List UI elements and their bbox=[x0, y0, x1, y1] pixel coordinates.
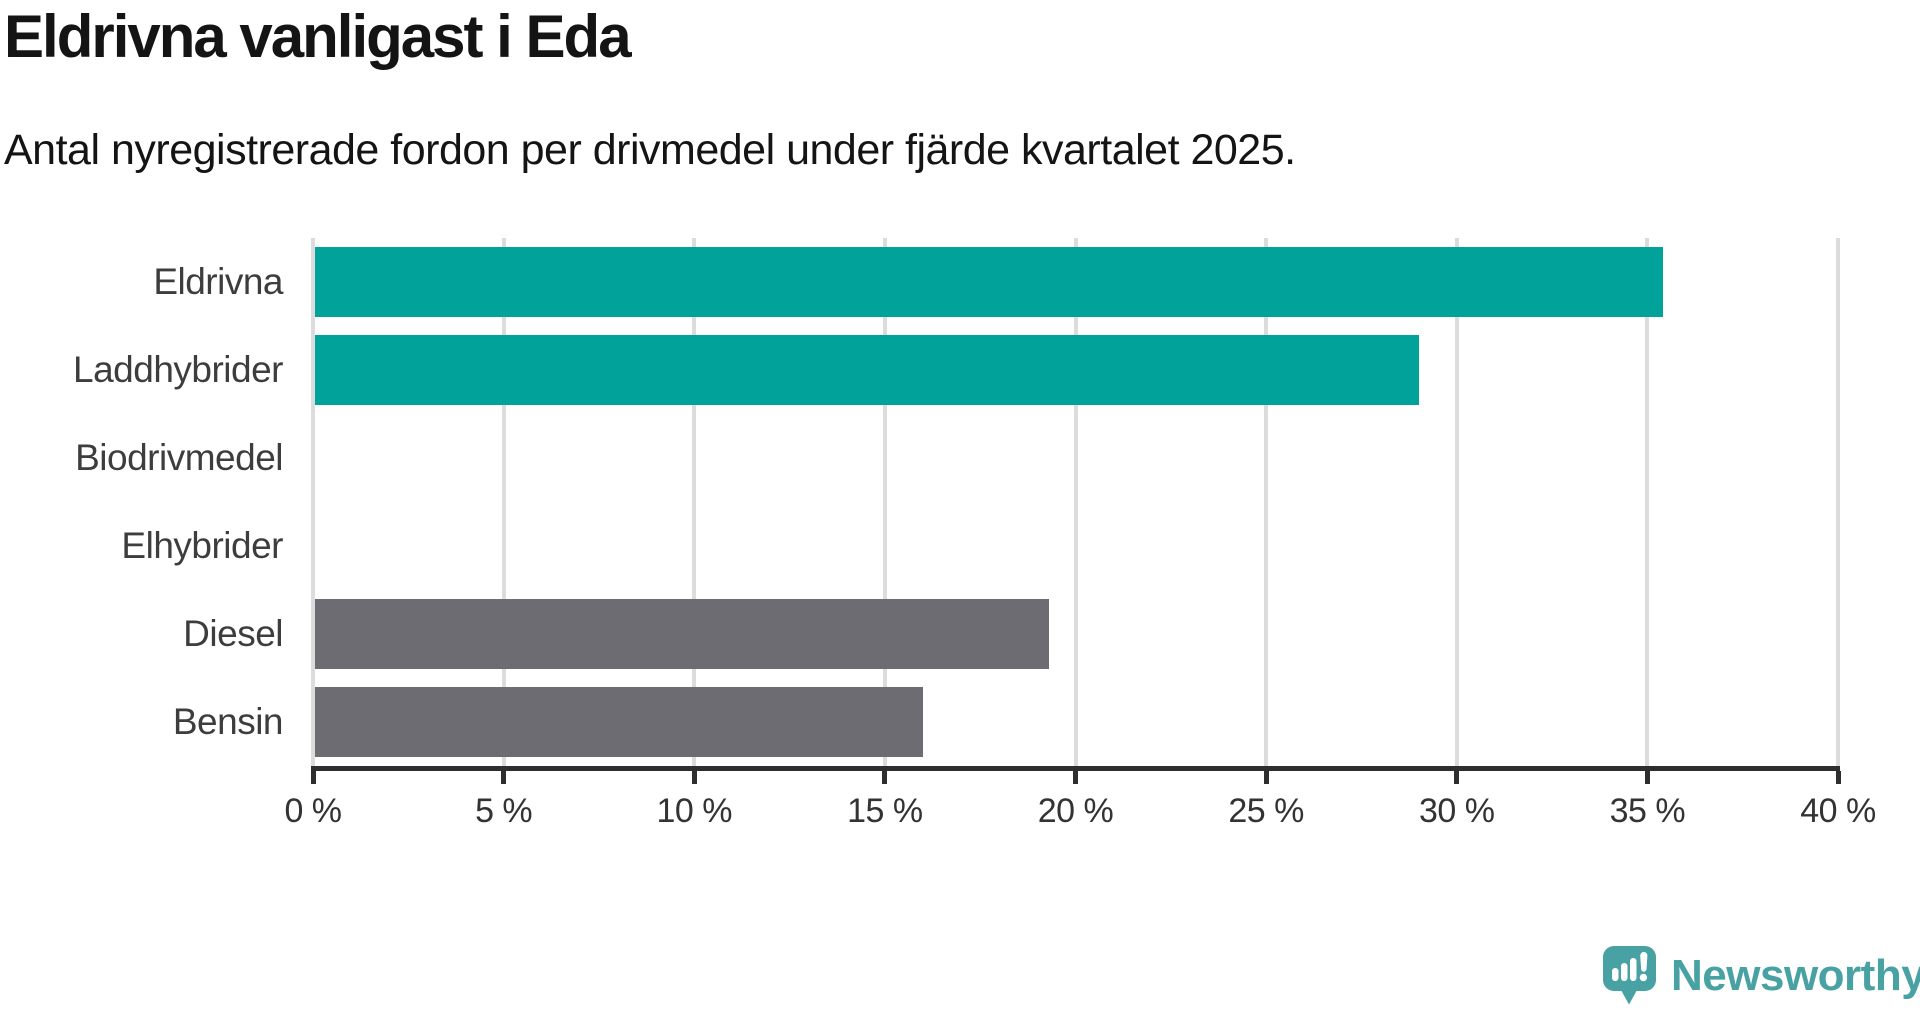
bar-diesel bbox=[315, 599, 1049, 669]
gridline-10-percent bbox=[692, 238, 697, 766]
x-axis-tick-label-30: 30 % bbox=[1419, 792, 1495, 830]
x-axis-tick-label-5: 5 % bbox=[475, 792, 533, 830]
x-axis-tick-20 bbox=[1073, 771, 1078, 784]
x-axis-tick-label-35: 35 % bbox=[1609, 792, 1686, 830]
x-axis-tick-0 bbox=[310, 771, 316, 784]
x-axis-tick-30 bbox=[1454, 771, 1460, 784]
x-axis-tick-label-15: 15 % bbox=[847, 792, 923, 830]
category-label-biodrivmedel: Biodrivmedel bbox=[75, 437, 283, 478]
speech-bubble-shape bbox=[1603, 946, 1656, 1005]
x-axis-tick-label-10: 10 % bbox=[656, 792, 733, 830]
gridline-15-percent bbox=[882, 238, 887, 766]
chart-subtitle: Antal nyregistrerade fordon per drivmede… bbox=[4, 126, 1296, 174]
category-label-eldrivna: Eldrivna bbox=[153, 261, 283, 302]
bar-eldrivna bbox=[315, 247, 1663, 317]
x-axis-tick-25 bbox=[1263, 771, 1269, 784]
gridline-25-percent bbox=[1264, 238, 1269, 766]
newsworthy-logo-text: Newsworthy bbox=[1671, 951, 1920, 1000]
x-axis-tick-35 bbox=[1644, 771, 1650, 784]
category-label-laddhybrider: Laddhybrider bbox=[73, 349, 283, 390]
bar-chart-glyph bbox=[1612, 958, 1637, 981]
gridline-30-percent bbox=[1454, 238, 1459, 766]
x-axis-tick-10 bbox=[691, 771, 697, 784]
newsworthy-logo: Newsworthy bbox=[1603, 946, 1920, 1006]
chart-title: Eldrivna vanligast i Eda bbox=[4, 3, 632, 70]
x-axis-line bbox=[311, 766, 1840, 771]
bar-laddhybrider bbox=[315, 335, 1419, 405]
gridline-5-percent bbox=[501, 238, 506, 766]
gridline-35-percent bbox=[1645, 238, 1650, 766]
gridline-0-percent bbox=[311, 238, 315, 766]
exclamation-glyph bbox=[1639, 951, 1648, 982]
x-axis-tick-40 bbox=[1835, 771, 1841, 784]
gridline-40-percent bbox=[1836, 238, 1840, 766]
x-axis-tick-label-40: 40 % bbox=[1800, 792, 1876, 830]
x-axis-tick-label-20: 20 % bbox=[1037, 792, 1114, 830]
newsworthy-logo-icon bbox=[1603, 946, 1656, 1005]
x-axis-tick-5 bbox=[501, 771, 507, 784]
x-axis-tick-label-25: 25 % bbox=[1228, 792, 1304, 830]
category-label-diesel: Diesel bbox=[183, 613, 283, 654]
category-label-elhybrider: Elhybrider bbox=[121, 525, 283, 566]
x-axis-tick-label-0: 0 % bbox=[284, 792, 342, 830]
bar-bensin bbox=[315, 687, 923, 757]
category-label-bensin: Bensin bbox=[172, 701, 284, 742]
x-axis-tick-15 bbox=[882, 771, 888, 784]
gridline-20-percent bbox=[1073, 238, 1078, 766]
